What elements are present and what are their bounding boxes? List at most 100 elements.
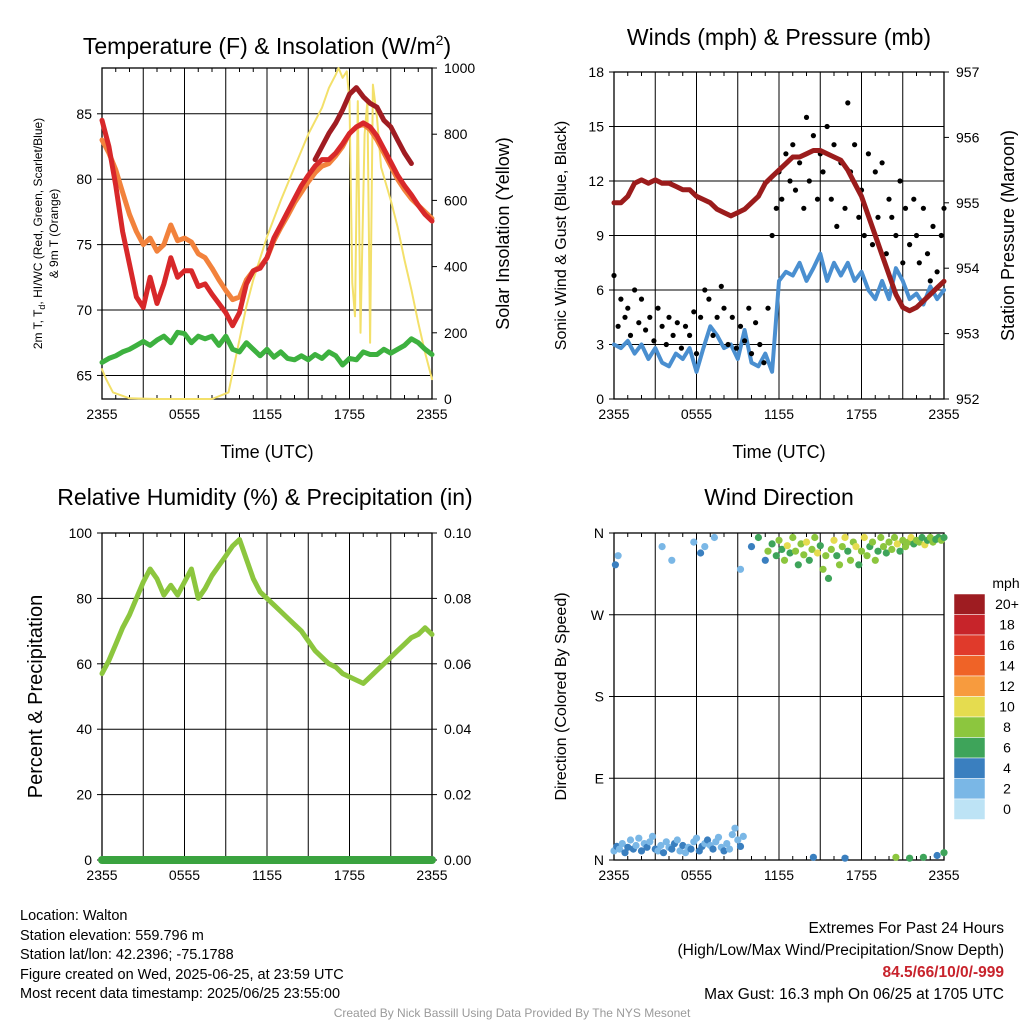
y2-tick-label: 800 [444, 126, 468, 142]
y2-tick-label: 957 [956, 64, 980, 80]
gust-point [765, 305, 771, 311]
direction-point [768, 540, 776, 548]
colorbar-label: 6 [1003, 740, 1011, 756]
y-axis-label-line2: & 9m T (Orange) [47, 189, 61, 279]
direction-point [714, 833, 723, 841]
gust-point [746, 305, 752, 311]
y-tick-label: 60 [76, 656, 92, 672]
gust-point [828, 196, 834, 202]
y-tick-label: 40 [76, 721, 92, 737]
gust-point [930, 223, 936, 229]
gust-point [865, 151, 872, 157]
y2-tick-label: 0.00 [444, 852, 471, 868]
direction-point [697, 549, 705, 557]
y-axis-label-part: 2m T, T [31, 309, 45, 349]
direction-point [734, 836, 742, 844]
colorbar-swatch [953, 675, 986, 697]
extremes-legend: (High/Low/Max Wind/Precipitation/Snow De… [677, 942, 1005, 959]
y-tick-label: 9 [596, 228, 604, 244]
gust-point [748, 351, 755, 357]
gust-point [721, 305, 727, 311]
gust-point [706, 296, 712, 302]
gust-point [651, 338, 657, 344]
series-line-temp_2m [99, 117, 435, 329]
direction-point [940, 533, 948, 542]
direction-point [654, 847, 662, 855]
direction-point [830, 536, 838, 544]
elevation-text: Station elevation: 559.796 m [20, 927, 204, 944]
direction-point [692, 834, 701, 842]
direction-point [855, 561, 863, 569]
y-tick-label: 12 [588, 173, 604, 189]
y-tick-label: 75 [76, 237, 92, 253]
y-axis-label: 2m T, Td, HI/WC (Red, Green, Scarlet/Blu… [31, 118, 47, 349]
colorbar-label: 12 [999, 678, 1015, 694]
direction-point [780, 556, 789, 564]
gust-point [920, 205, 927, 211]
gust-point [927, 278, 933, 284]
direction-point [789, 533, 797, 542]
gust-point [742, 338, 748, 344]
gust-point [725, 341, 731, 348]
direction-point [816, 542, 824, 550]
direction-point [899, 536, 907, 544]
direction-point [885, 538, 893, 546]
direction-point [906, 854, 914, 862]
direction-point [731, 824, 739, 832]
gust-point [636, 320, 642, 326]
colorbar-swatch [953, 798, 986, 820]
y-tick-label: 65 [76, 367, 92, 383]
direction-point [657, 841, 665, 850]
y-tick-label: 80 [76, 171, 92, 187]
extremes-values: 84.5/66/10/0/-999 [882, 964, 1004, 981]
colorbar-label: 16 [999, 637, 1015, 653]
y2-tick-label: 952 [956, 391, 980, 407]
direction-point [890, 533, 899, 542]
gust-point [787, 178, 793, 184]
gust-point [773, 205, 779, 211]
y2-tick-label: 956 [956, 129, 980, 145]
y2-tick-label: 0.10 [444, 525, 471, 541]
chart-title-superscript: 2 [436, 32, 444, 48]
y-tick-label: 3 [596, 337, 604, 353]
direction-point [879, 543, 888, 551]
y-axis-label: Direction (Colored By Speed) [553, 592, 570, 800]
colorbar-swatch [953, 614, 986, 636]
direction-point [747, 543, 756, 551]
recent-text: Most recent data timestamp: 2025/06/25 2… [20, 986, 341, 1002]
direction-point [736, 565, 745, 573]
colorbar-label: 4 [1003, 760, 1011, 776]
gust-point [729, 314, 735, 320]
direction-point [896, 547, 904, 555]
gust-point [911, 196, 917, 202]
y-tick-label: 6 [596, 282, 604, 298]
gust-point [913, 232, 920, 239]
gust-point [643, 327, 649, 333]
plot-frame [101, 67, 433, 400]
extremes-info: Extremes For Past 24 Hours (High/Low/Max… [678, 918, 1005, 1006]
y-tick-label: W [591, 607, 605, 623]
direction-point [687, 845, 695, 853]
direction-point [808, 545, 816, 554]
direction-point [860, 533, 868, 542]
direction-point [720, 847, 728, 855]
gust-point [615, 323, 621, 329]
direction-point [907, 533, 915, 542]
chart-title-main: Temperature (F) & Insolation (W/m [83, 33, 436, 59]
y2-tick-label: 200 [444, 325, 468, 341]
direction-point [614, 552, 622, 560]
direction-point [863, 552, 871, 560]
gust-point [737, 323, 744, 329]
y2-tick-label: 0.04 [444, 721, 471, 737]
gust-point [779, 196, 785, 202]
series-line-sonic-wind [612, 251, 946, 374]
gust-point [674, 320, 680, 326]
x-tick-label: 1755 [846, 867, 877, 883]
direction-point [624, 843, 632, 851]
gust-point [753, 320, 759, 326]
x-axis-label: Time (UTC) [220, 442, 313, 462]
gust-point [693, 351, 700, 357]
direction-point [761, 556, 769, 564]
gust-point [886, 196, 892, 202]
